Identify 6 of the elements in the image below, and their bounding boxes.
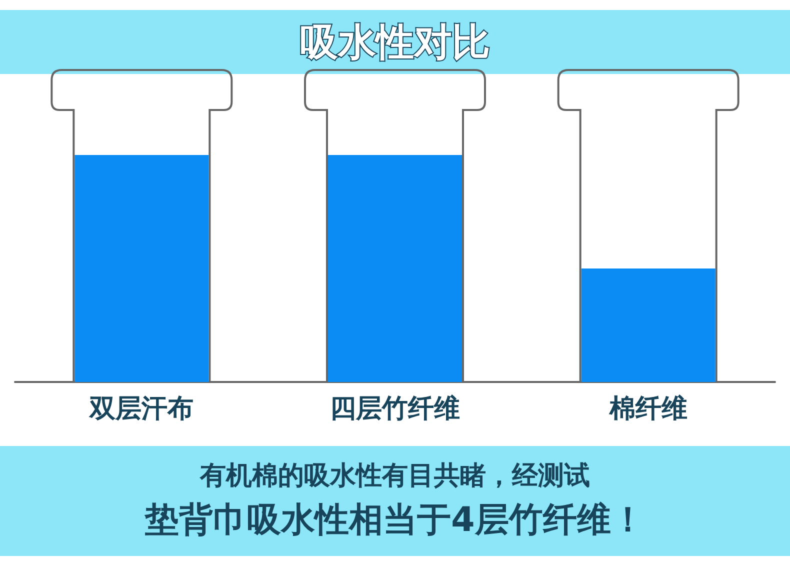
x-tick-label: 棉纤维 — [608, 394, 688, 424]
x-tick-label: 四层竹纤维 — [330, 394, 460, 424]
text: 有机棉的吸水性有目共睹，经测试 — [198, 460, 591, 493]
chart-title: 吸水性对比 — [0, 10, 790, 74]
text: 垫背巾吸水性相当于4层竹纤维！ — [144, 499, 646, 542]
x-tick-label: 双层汗布 — [88, 394, 194, 424]
